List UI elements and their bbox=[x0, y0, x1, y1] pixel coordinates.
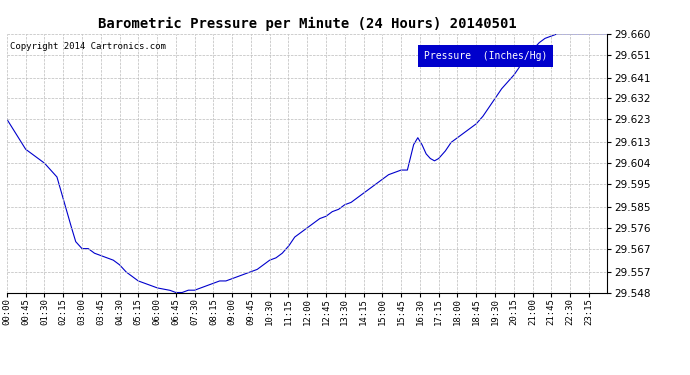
Text: Copyright 2014 Cartronics.com: Copyright 2014 Cartronics.com bbox=[10, 42, 166, 51]
Title: Barometric Pressure per Minute (24 Hours) 20140501: Barometric Pressure per Minute (24 Hours… bbox=[98, 17, 516, 31]
